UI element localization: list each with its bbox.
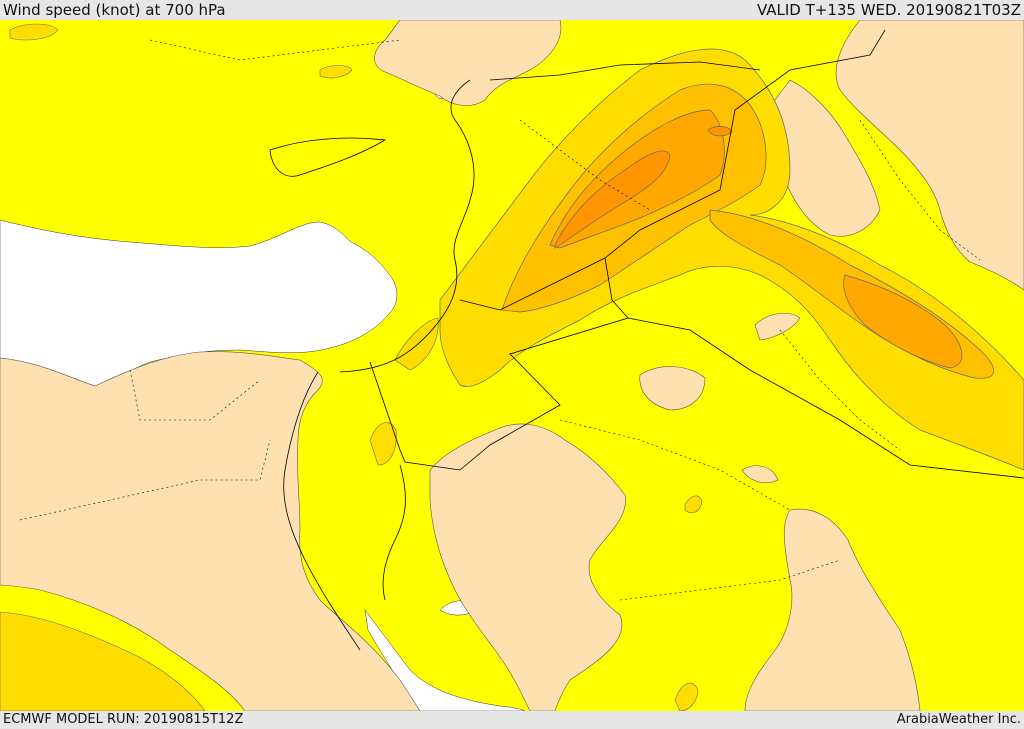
- wind-spot-c: [0, 611, 206, 711]
- wind-speed-map[interactable]: [0, 20, 1024, 711]
- map-panel[interactable]: [0, 20, 1024, 711]
- wind-spot-d: [319, 65, 353, 79]
- low-wind-spot-2: [754, 312, 801, 341]
- wind-spot-f: [674, 682, 699, 711]
- low-wind-egypt: [0, 351, 421, 711]
- low-wind-north: [374, 20, 562, 106]
- model-run: ECMWF MODEL RUN: 20190815T12Z: [3, 712, 244, 727]
- wind-band-10: [439, 48, 1024, 471]
- wind-band-40-spot: [707, 126, 733, 137]
- map-title: Wind speed (knot) at 700 hPa: [3, 1, 226, 19]
- province-borders: [19, 39, 981, 601]
- wind-spot-e: [9, 23, 59, 41]
- wind-spot-g: [684, 495, 703, 514]
- credit: ArabiaWeather Inc.: [896, 712, 1021, 727]
- low-wind-southeast: [744, 508, 921, 711]
- wind-spot-b: [369, 422, 397, 466]
- low-wind-arabia: [429, 423, 626, 711]
- valid-time: VALID T+135 WED. 20190821T03Z: [756, 1, 1021, 19]
- country-borders: [269, 29, 1024, 651]
- low-wind-iran: [835, 20, 1024, 291]
- header-bar: Wind speed (knot) at 700 hPa VALID T+135…: [0, 0, 1024, 20]
- wind-band-40: [554, 150, 671, 249]
- footer-bar: ECMWF MODEL RUN: 20190815T12Z ArabiaWeat…: [0, 711, 1024, 729]
- low-wind-spot-3: [741, 465, 779, 483]
- wind-spot-a: [394, 317, 439, 371]
- low-wind-spot-1: [639, 366, 706, 411]
- wind-band-30-east: [843, 274, 963, 369]
